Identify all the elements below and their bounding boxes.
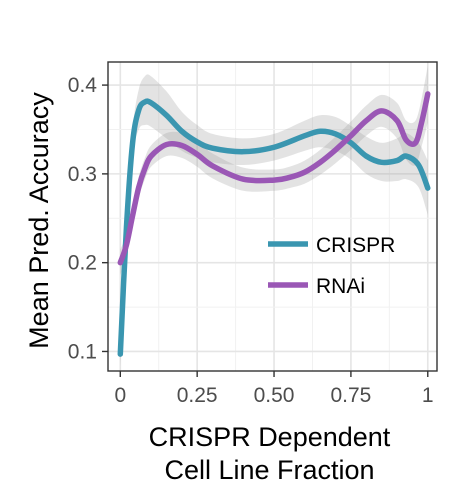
y-tick-label: 0.4 [68, 74, 98, 97]
tick-labels: 0 0.25 0.50 0.75 1 0.1 0.2 0.3 0.4 [68, 74, 434, 407]
panel-border [107, 61, 438, 372]
legend: CRISPR RNAi [268, 234, 395, 298]
confidence-bands [120, 65, 428, 370]
y-axis-title: Mean Pred. Accuracy [24, 92, 54, 349]
confidence-band-crispr [120, 74, 428, 370]
x-axis-title-line-2: Cell Line Fraction [164, 455, 374, 485]
confidence-band-rnai [120, 65, 428, 276]
x-axis-title-line-1: CRISPR Dependent [149, 422, 391, 452]
series-lines [117, 91, 431, 357]
x-tick-label: 1 [422, 384, 434, 407]
series-line-crispr [117, 98, 431, 357]
x-tick-label: 0.75 [330, 384, 371, 407]
legend-label-rnai: RNAi [316, 275, 365, 298]
y-tick-label: 0.1 [68, 340, 97, 363]
x-tick-label: 0.25 [177, 384, 218, 407]
axis-ticks [102, 84, 429, 377]
y-tick-label: 0.3 [68, 163, 97, 186]
legend-label-crispr: CRISPR [316, 234, 395, 257]
x-tick-label: 0 [114, 384, 126, 407]
x-tick-label: 0.50 [254, 384, 295, 407]
series-line-rnai [117, 91, 431, 266]
grid [108, 62, 437, 371]
y-tick-label: 0.2 [68, 252, 97, 275]
